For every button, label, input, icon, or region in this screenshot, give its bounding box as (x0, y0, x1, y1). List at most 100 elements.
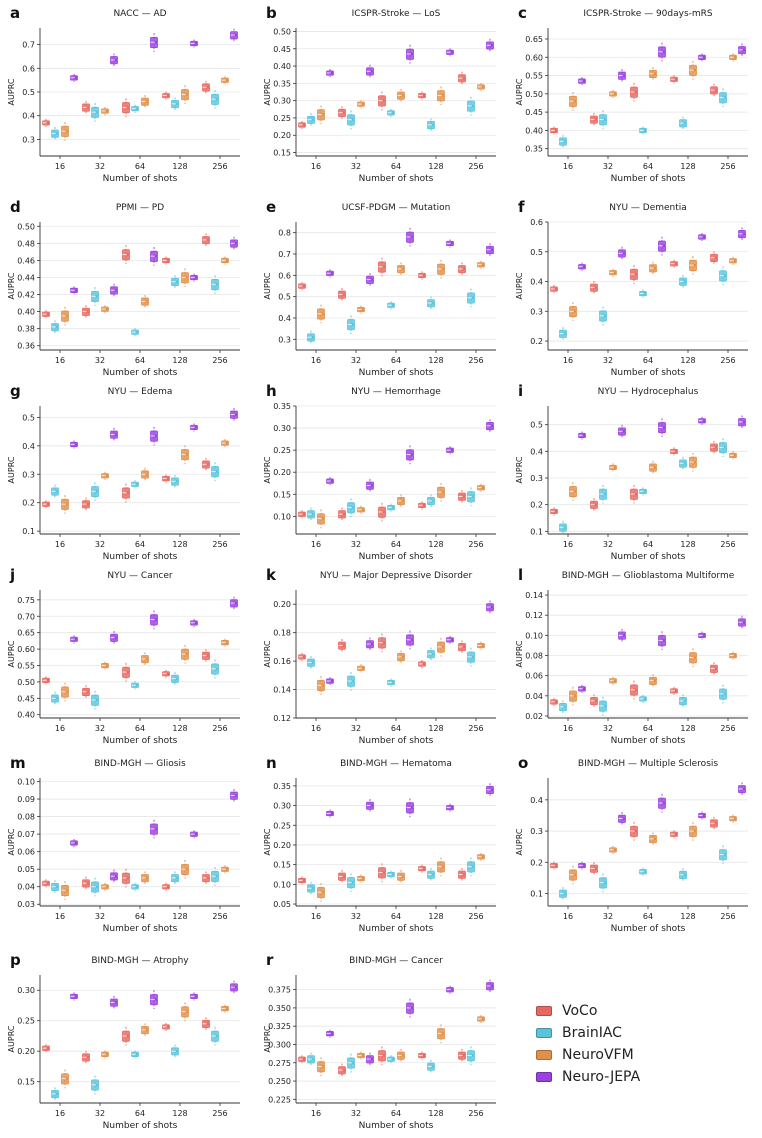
x-tick-label: 32 (95, 540, 105, 549)
box-neurovfm-128 (181, 268, 189, 288)
median-point (351, 1061, 355, 1065)
box-neuro-jepa-16 (326, 677, 334, 686)
box-neurovfm-16 (569, 686, 577, 706)
box-brainiac-256 (211, 1026, 219, 1046)
box-neurovfm-64 (397, 88, 405, 103)
y-axis-label: AUPRC (263, 640, 272, 667)
y-tick-label: 0.2 (530, 501, 543, 510)
x-tick-label: 256 (720, 912, 735, 921)
y-axis-label: AUPRC (263, 456, 272, 483)
box-brainiac-16 (307, 1052, 315, 1067)
median-point (166, 259, 170, 262)
y-tick-label: 0.7 (278, 250, 291, 259)
x-tick-label: 64 (643, 724, 653, 733)
median-point (65, 314, 69, 318)
box-voco-256 (202, 649, 210, 663)
x-tick-label: 64 (391, 540, 401, 549)
median-point (471, 104, 475, 108)
x-tick-label: 128 (680, 724, 695, 733)
box-brainiac-64 (387, 503, 395, 512)
median-point (166, 885, 170, 889)
y-tick-label: 0.4 (278, 314, 291, 323)
median-point (95, 1083, 99, 1087)
median-point (683, 699, 687, 703)
box-neurovfm-128 (181, 85, 189, 105)
median-point (215, 874, 219, 878)
box-neuro-jepa-16 (326, 69, 334, 78)
median-point (742, 787, 746, 791)
y-tick-label: 0.2 (530, 858, 543, 867)
median-point (490, 424, 494, 428)
x-tick-label: 32 (603, 356, 613, 365)
box-brainiac-64 (387, 108, 395, 117)
panel-letter: p (10, 951, 21, 969)
median-point (441, 490, 445, 494)
box-voco-256 (710, 662, 718, 676)
y-tick-label: 0.12 (273, 714, 291, 723)
box-brainiac-128 (171, 97, 179, 111)
box-neuro-jepa-64 (150, 990, 158, 1010)
y-axis-label: AUPRC (263, 828, 272, 855)
median-point (342, 512, 346, 516)
median-point (194, 276, 198, 279)
x-tick-label: 256 (468, 356, 483, 365)
median-point (714, 256, 718, 260)
median-point (74, 443, 78, 446)
y-axis-label: AUPRC (7, 1025, 16, 1052)
box-neurovfm-128 (689, 60, 697, 80)
chart-title: NACC — AD (113, 9, 166, 19)
x-tick-label: 16 (55, 724, 65, 733)
y-tick-label: 0.10 (525, 631, 543, 640)
median-point (175, 1049, 179, 1053)
box-neurovfm-16 (317, 1057, 325, 1077)
median-point (450, 448, 454, 452)
median-point (431, 652, 435, 656)
median-point (410, 453, 414, 456)
median-point (603, 314, 607, 318)
box-brainiac-32 (599, 873, 607, 893)
x-tick-label: 128 (428, 356, 443, 365)
median-point (490, 248, 494, 252)
median-point (114, 1001, 118, 1004)
x-axis-label: Number of shots (103, 174, 178, 184)
box-brainiac-16 (51, 484, 59, 499)
box-neuro-jepa-32 (110, 283, 118, 298)
y-tick-label: 0.65 (525, 35, 543, 44)
x-tick-label: 64 (643, 540, 653, 549)
x-tick-label: 64 (135, 162, 145, 171)
box-neurovfm-32 (101, 661, 109, 670)
box-brainiac-64 (131, 882, 139, 891)
median-point (194, 426, 198, 429)
box-voco-256 (458, 867, 466, 882)
box-neuro-jepa-256 (230, 408, 238, 422)
median-point (330, 812, 334, 815)
median-point (65, 690, 69, 694)
median-point (311, 118, 315, 121)
box-neuro-jepa-32 (366, 799, 374, 813)
median-point (135, 107, 139, 110)
box-neuro-jepa-128 (698, 416, 706, 425)
box-brainiac-256 (467, 487, 475, 507)
box-brainiac-128 (679, 868, 687, 882)
box-brainiac-32 (599, 110, 607, 130)
box-neurovfm-64 (649, 674, 657, 688)
box-voco-128 (162, 669, 170, 678)
y-tick-label: 0.18 (273, 629, 291, 638)
y-tick-label: 0.20 (273, 841, 291, 850)
median-point (714, 821, 718, 825)
median-point (342, 644, 346, 647)
y-tick-label: 0.15 (273, 861, 291, 870)
y-tick-label: 0.16 (273, 657, 291, 666)
chart-panel-f: 0.2 0.3 0.4 0.5 0.6 16 32 64 128 256 NYU — Dementi… (515, 198, 748, 378)
panel-letter: c (518, 4, 527, 22)
median-point (733, 817, 737, 820)
median-point (302, 284, 306, 288)
box-neurovfm-256 (221, 1004, 229, 1013)
y-tick-label: 0.5 (278, 293, 291, 302)
x-tick-label: 128 (172, 1109, 187, 1118)
median-point (662, 426, 666, 429)
chart-title: BIND-MGH — Atrophy (91, 956, 189, 966)
x-tick-label: 256 (212, 540, 227, 549)
x-tick-label: 128 (428, 540, 443, 549)
median-point (622, 634, 626, 637)
